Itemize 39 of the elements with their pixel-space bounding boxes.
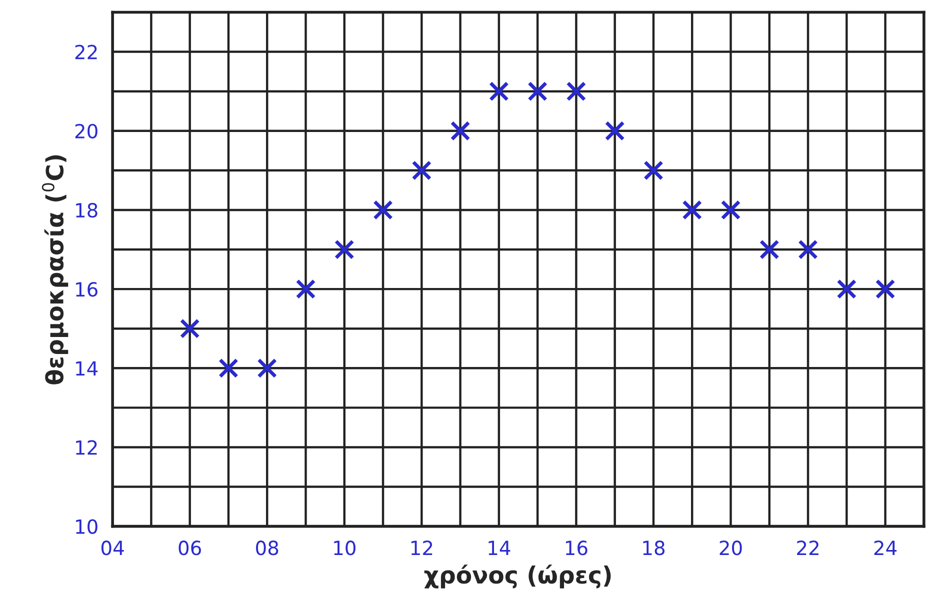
point — [604, 120, 625, 141]
x-tick-label: 14 — [488, 540, 510, 555]
x-tick-label: 24 — [874, 540, 897, 555]
point — [488, 81, 509, 102]
point — [682, 200, 702, 220]
x-tick-label: 20 — [720, 540, 742, 556]
y-tick-label: 10 — [76, 519, 98, 534]
x-tick-label: 08 — [256, 540, 278, 556]
x-tick-label: 04 — [101, 540, 124, 556]
point — [373, 200, 393, 220]
y-tick-label: 22 — [75, 44, 97, 60]
point — [296, 279, 316, 300]
point — [180, 318, 200, 339]
point — [412, 160, 432, 180]
x-tick-label: 12 — [411, 540, 432, 555]
point — [759, 240, 780, 260]
y-tick-label: 18 — [76, 202, 98, 218]
point — [836, 279, 857, 300]
y-tick-label: 20 — [75, 124, 98, 139]
x-tick-label: 06 — [178, 540, 201, 556]
point — [450, 120, 470, 141]
point — [218, 358, 238, 378]
y-tick-label: 12 — [76, 440, 97, 455]
point — [566, 81, 586, 102]
x-axis-title: χρόνος (ώρες) — [424, 564, 611, 588]
y-axis-title: θερμοκρασία ($^{0}$C) — [42, 155, 68, 384]
point — [720, 200, 741, 220]
point — [528, 81, 548, 102]
x-tick-label: 22 — [797, 540, 818, 555]
point — [257, 358, 278, 378]
point — [798, 240, 818, 260]
point — [334, 240, 354, 260]
y-tick-label: 16 — [76, 282, 98, 297]
point — [875, 279, 896, 300]
x-tick-label: 18 — [643, 540, 665, 556]
point — [644, 160, 664, 180]
x-tick-label: 16 — [566, 540, 588, 556]
y-tick-label: 14 — [76, 361, 98, 376]
x-tick-label: 10 — [334, 540, 356, 556]
